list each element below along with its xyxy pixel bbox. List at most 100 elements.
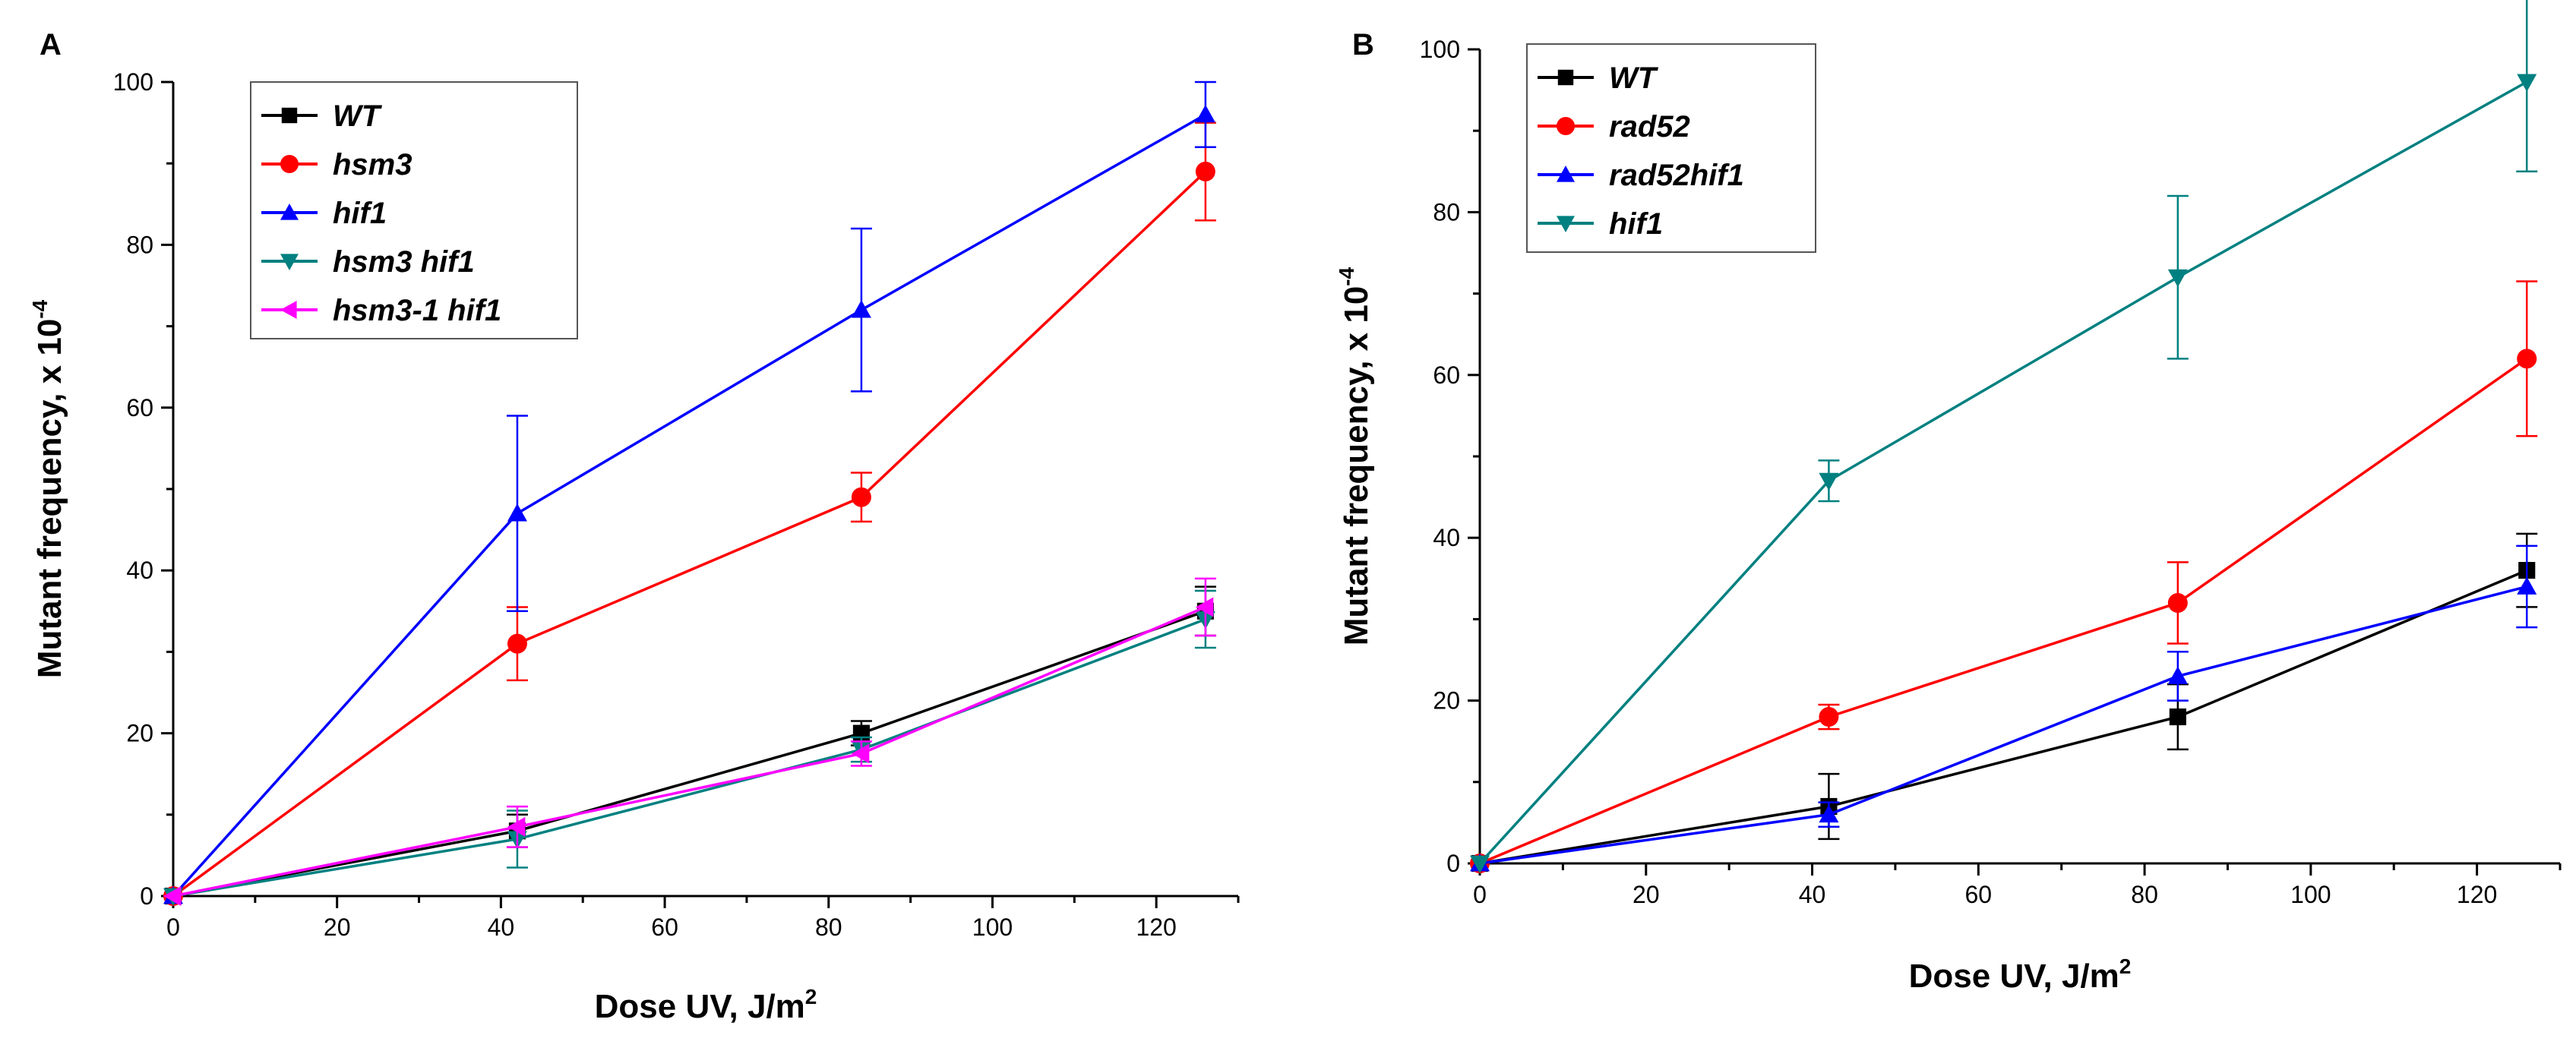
panel-b-data-point (2167, 269, 2188, 288)
panel-b-label: B (1352, 28, 1374, 62)
panel-a-series-hsm3-1-hif1 (163, 577, 1216, 906)
panel-b-y-tick-label: 20 (1433, 687, 1460, 715)
panel-b-x-tick-label: 80 (2131, 881, 2158, 908)
panel-b-legend: WT rad52 rad52hif1 hif1 (1526, 43, 1816, 253)
panel-a-data-point (507, 633, 527, 654)
panel-b-y-axis-title: Mutant frequency, x 10-4 (1335, 267, 1375, 645)
panel-a-legend: WT hsm3 hif1 hsm3 hif1 hsm3-1 hif1 (250, 81, 578, 339)
panel-a-series-line (172, 610, 1206, 898)
panel-a-legend-swatch-marker (280, 155, 299, 173)
panel-b-series-line (1479, 585, 2527, 865)
panel-b-legend-label: hif1 (1609, 207, 1663, 241)
panel-b-data-point (1470, 855, 1490, 873)
panel-a-legend-label: hsm3-1 hif1 (333, 294, 501, 327)
panel-b-y-tick-label: 40 (1433, 524, 1460, 551)
panel-a-y-tick-label: 0 (140, 882, 153, 910)
panel-b-series-hif1 (1470, 0, 2538, 873)
panel-a-x-tick-label: 120 (1136, 914, 1176, 941)
panel-b: B 0 20 40 60 80 100 120 0 20 40 60 80 100 Dose UV, J/… (1335, 0, 2562, 995)
panel-a-series-line (172, 617, 1206, 898)
panel-b-legend-swatch (1538, 69, 1594, 86)
panel-a-legend-swatch (261, 204, 318, 220)
panel-a-legend-swatch (261, 107, 318, 124)
panel-b-legend-swatch (1538, 166, 1594, 182)
panel-b-series-line (1478, 80, 2528, 865)
panel-b-series-WT (1471, 532, 2538, 873)
panel-b-data-point (2517, 349, 2537, 369)
panel-a-y-tick-label: 60 (126, 394, 153, 421)
panel-a-legend-swatch (261, 155, 318, 173)
panel-b-y-tick-label: 60 (1433, 361, 1460, 389)
panel-a-legend-swatch-marker (280, 254, 299, 270)
panel-b-y-axis-title-sup: -4 (1335, 267, 1358, 286)
panel-b-legend-label: rad52 (1609, 110, 1690, 144)
panel-b-data-point (2517, 576, 2537, 595)
panel-b-data-point (2167, 592, 2188, 613)
panel-a-data-point (1195, 104, 1215, 123)
panel-a-x-tick-label: 80 (815, 914, 842, 941)
panel-b-x-axis-title-sup: 2 (2119, 955, 2132, 978)
panel-a-series-line (172, 113, 1206, 898)
panel-a-y-tick-label: 100 (113, 68, 153, 96)
panel-a-series-hsm3-hif1 (163, 589, 1216, 906)
panel-a-legend-label: hsm3 hif1 (333, 245, 475, 279)
panel-b-data-point (2169, 708, 2186, 726)
panel-b-x-tick-label: 60 (1965, 881, 1993, 908)
panel-a-x-tick-label: 20 (324, 914, 351, 941)
panel-b-data-point (1819, 472, 1839, 491)
panel-b-y-tick-label: 0 (1446, 850, 1460, 877)
panel-a-legend-label: WT (333, 99, 383, 133)
panel-b-series-line (1479, 569, 2527, 865)
panel-b-data-point (2167, 666, 2188, 684)
panel-b-series-rad52hif1 (1470, 544, 2538, 872)
panel-b-legend-label: rad52hif1 (1609, 159, 1744, 192)
panel-a-legend-swatch (261, 254, 318, 270)
panel-b-legend-swatch-marker (1557, 117, 1575, 135)
panel-a-legend-label: hsm3 (333, 148, 412, 181)
panel-a-y-axis-title: Mutant frequency, x 10-4 (28, 299, 68, 678)
panel-a-legend-label: hif1 (333, 197, 387, 230)
panel-a-y-tick-label: 20 (126, 720, 153, 747)
panel-a-legend-swatch (261, 301, 318, 319)
panel-a-data-point (1195, 597, 1214, 617)
panel-b-series-line (1479, 357, 2528, 865)
panel-b-x-tick-label: 100 (2290, 881, 2331, 908)
panel-b-y-tick-label: 80 (1433, 198, 1460, 226)
panel-a-data-point (851, 487, 871, 507)
panel-b-series-rad52 (1470, 280, 2538, 873)
panel-a-x-tick-label: 0 (166, 914, 180, 941)
panel-a-legend-swatch-marker (280, 301, 297, 319)
panel-b-legend-label: WT (1609, 62, 1659, 95)
panel-b-legend-swatch-marker (1557, 166, 1575, 182)
panel-a-data-point (851, 743, 870, 764)
panel-b-plot-area: 0 20 40 60 80 100 120 0 20 40 60 80 100 Dose UV, J/m2… (1335, 0, 2562, 995)
panel-a-x-tick-label: 60 (651, 914, 678, 941)
panel-b-data-point (1819, 707, 1839, 727)
panel-b-x-tick-label: 40 (1799, 881, 1826, 908)
panel-b-data-point (1819, 804, 1839, 823)
panel-a-data-point (851, 300, 871, 318)
panel-a-legend-swatch-marker (281, 107, 298, 124)
panel-a-y-axis-title-sup: -4 (28, 299, 52, 318)
panel-a-data-point (507, 816, 526, 837)
panel-a-x-tick-label: 40 (488, 914, 515, 941)
panel-a-data-point (1195, 161, 1215, 181)
panel-a-legend-swatch-marker (280, 204, 299, 220)
panel-a-x-axis-title-sup: 2 (805, 985, 817, 1008)
panel-b-y-tick-label: 100 (1420, 36, 1460, 63)
panel-a-series-WT (164, 585, 1216, 905)
panel-a-series-line (172, 170, 1207, 898)
panel-a-legend-box (250, 81, 578, 339)
panel-b-x-axis-title: Dose UV, J/m2 (1909, 955, 2132, 995)
panel-b-data-point (2517, 74, 2537, 92)
panel-b-x-tick-label: 120 (2457, 881, 2497, 908)
panel-a: A 0 20 40 60 80 100 120 0 20 40 60 80 100 Dose UV, J/… (28, 28, 1240, 1025)
panel-b-legend-swatch (1538, 216, 1594, 232)
panel-b-x-tick-label: 0 (1473, 881, 1487, 908)
panel-a-x-tick-label: 100 (972, 914, 1013, 941)
panel-b-legend-swatch-marker (1557, 216, 1575, 232)
panel-a-series-line (172, 605, 1206, 898)
panel-b-legend-swatch (1538, 117, 1594, 135)
panel-a-x-axis-title: Dose UV, J/m2 (595, 985, 817, 1025)
